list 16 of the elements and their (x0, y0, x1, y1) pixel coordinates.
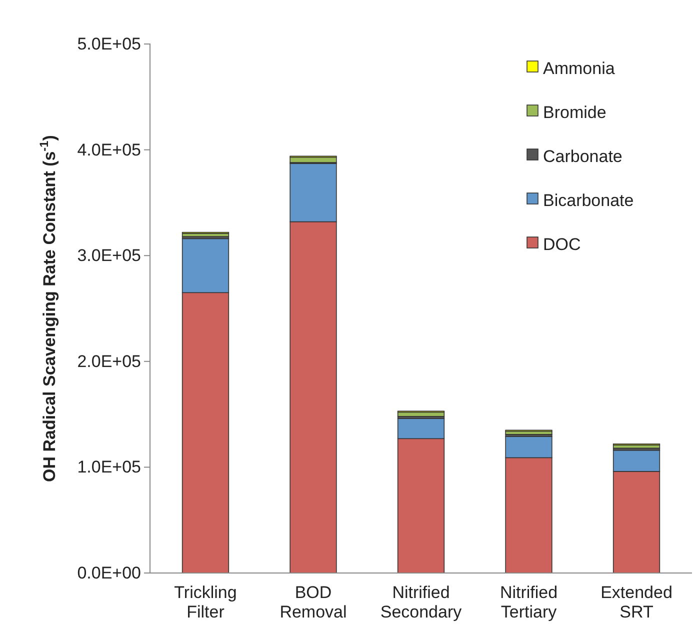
legend-label: Ammonia (543, 59, 616, 78)
y-tick-label: 2.0E+05 (77, 352, 141, 371)
legend-label: Carbonate (543, 147, 622, 166)
y-tick-label: 0.0E+00 (77, 563, 141, 582)
x-tick-label: Extended SRT (600, 583, 672, 622)
y-tick-label: 3.0E+05 (77, 246, 141, 266)
legend-label: Bromide (543, 103, 606, 122)
legend-label: DOC (543, 235, 581, 254)
y-tick-label: 1.0E+05 (77, 458, 141, 477)
y-tick-label: 5.0E+05 (77, 34, 141, 54)
x-tick-label: Trickling Filter (174, 583, 237, 622)
y-tick-label: 4.0E+05 (77, 140, 141, 160)
x-tick-label: Nitrified Tertiary (500, 583, 558, 622)
legend-label: Bicarbonate (543, 191, 634, 210)
x-tick-label: Nitrified Secondary (380, 583, 462, 622)
x-tick-label: BOD Removal (280, 583, 347, 622)
